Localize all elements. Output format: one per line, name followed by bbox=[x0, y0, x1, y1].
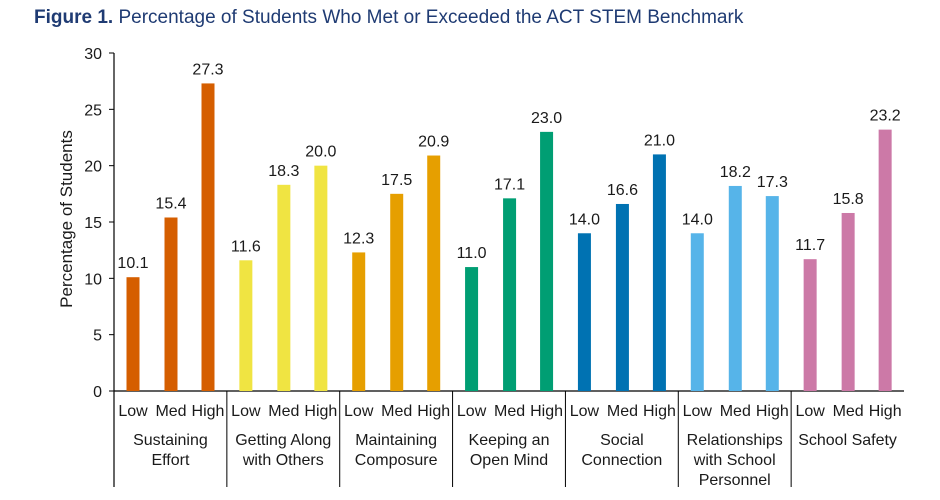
bar bbox=[615, 203, 629, 391]
y-tick-label: 0 bbox=[93, 384, 102, 401]
bar bbox=[577, 233, 591, 391]
bar bbox=[841, 212, 855, 391]
group-label: Sustaining bbox=[133, 432, 208, 449]
group-label: Open Mind bbox=[470, 452, 548, 469]
level-tick-label: High bbox=[417, 403, 450, 420]
bar-value-label: 16.6 bbox=[607, 182, 638, 199]
bar-value-label: 15.4 bbox=[155, 195, 186, 212]
bar bbox=[728, 185, 742, 391]
group-label: Composure bbox=[355, 452, 438, 469]
bar bbox=[540, 131, 554, 391]
bar-value-label: 11.6 bbox=[231, 238, 261, 255]
bar bbox=[126, 277, 140, 391]
group-label: Keeping an bbox=[469, 432, 550, 449]
level-tick-label: Med bbox=[833, 403, 864, 420]
level-tick-label: High bbox=[756, 403, 789, 420]
chart-title: Figure 1. Percentage of Students Who Met… bbox=[34, 7, 743, 29]
y-tick-label: 25 bbox=[84, 102, 102, 119]
level-tick-label: Med bbox=[720, 403, 751, 420]
bar-value-label: 23.2 bbox=[870, 108, 901, 125]
bar-value-label: 18.3 bbox=[268, 163, 299, 180]
level-tick-label: Low bbox=[570, 403, 600, 420]
group-label: with Others bbox=[242, 452, 324, 469]
group-label: Connection bbox=[581, 452, 662, 469]
bar bbox=[878, 129, 892, 391]
bar-value-label: 17.1 bbox=[494, 176, 525, 193]
group-label: Getting Along bbox=[235, 432, 331, 449]
group-label: School Safety bbox=[798, 432, 897, 449]
level-tick-label: Med bbox=[268, 403, 299, 420]
chart-labels: 10.1 Low 15.4 Med 27.3 High Sustaining Effort 11… bbox=[117, 61, 901, 489]
bar-value-label: 21.0 bbox=[644, 132, 675, 149]
bar-value-label: 20.9 bbox=[418, 134, 449, 151]
bar bbox=[239, 260, 253, 391]
level-tick-label: Low bbox=[457, 403, 487, 420]
y-tick-label: 5 bbox=[93, 328, 102, 345]
level-tick-label: High bbox=[643, 403, 676, 420]
group-label: with School bbox=[693, 452, 776, 469]
level-tick-label: Low bbox=[795, 403, 825, 420]
bar-value-label: 18.2 bbox=[720, 164, 751, 181]
bar bbox=[803, 259, 817, 391]
y-tick-label: 10 bbox=[84, 271, 102, 288]
bar-value-label: 14.0 bbox=[682, 211, 713, 228]
bar bbox=[503, 198, 517, 391]
bar-value-label: 17.5 bbox=[381, 172, 412, 189]
group-label: Maintaining bbox=[355, 432, 437, 449]
bar bbox=[201, 83, 215, 392]
level-tick-label: High bbox=[530, 403, 563, 420]
bar bbox=[427, 155, 441, 391]
level-tick-label: Low bbox=[683, 403, 713, 420]
level-tick-label: Low bbox=[231, 403, 261, 420]
figure-label: Figure 1. bbox=[34, 7, 114, 28]
chart-bars bbox=[126, 83, 892, 392]
bar bbox=[690, 233, 704, 391]
bar-value-label: 12.3 bbox=[343, 230, 374, 247]
bar bbox=[765, 196, 779, 391]
y-tick-label: 15 bbox=[84, 215, 102, 232]
bar-value-label: 10.1 bbox=[117, 255, 148, 272]
bar-value-label: 11.7 bbox=[795, 237, 825, 254]
bar bbox=[652, 154, 666, 391]
y-tick-label: 30 bbox=[84, 46, 102, 63]
group-label: Relationships bbox=[687, 432, 783, 449]
bar-value-label: 23.0 bbox=[531, 110, 562, 127]
bar bbox=[314, 165, 328, 391]
bar bbox=[390, 193, 404, 391]
bar-value-label: 14.0 bbox=[569, 211, 600, 228]
bar-value-label: 15.8 bbox=[833, 191, 864, 208]
level-tick-label: Low bbox=[344, 403, 374, 420]
level-tick-label: High bbox=[869, 403, 902, 420]
bar bbox=[277, 184, 291, 391]
level-tick-label: High bbox=[192, 403, 225, 420]
level-tick-label: Med bbox=[155, 403, 186, 420]
bar-value-label: 11.0 bbox=[457, 245, 487, 262]
bar bbox=[164, 217, 178, 391]
level-tick-label: Med bbox=[381, 403, 412, 420]
group-label: Social bbox=[600, 432, 644, 449]
y-tick-label: 20 bbox=[84, 159, 102, 176]
bar bbox=[465, 267, 479, 391]
bar-value-label: 27.3 bbox=[192, 61, 223, 78]
bar-value-label: 17.3 bbox=[757, 174, 788, 191]
group-label: Effort bbox=[151, 452, 190, 469]
level-tick-label: Med bbox=[607, 403, 638, 420]
level-tick-label: Med bbox=[494, 403, 525, 420]
level-tick-label: Low bbox=[118, 403, 148, 420]
level-tick-label: High bbox=[304, 403, 337, 420]
group-label: Personnel bbox=[699, 472, 771, 489]
figure-title-text: Percentage of Students Who Met or Exceed… bbox=[118, 7, 744, 28]
bar-value-label: 20.0 bbox=[305, 144, 336, 161]
y-axis-label: Percentage of Students bbox=[57, 130, 76, 308]
bar bbox=[352, 252, 366, 391]
